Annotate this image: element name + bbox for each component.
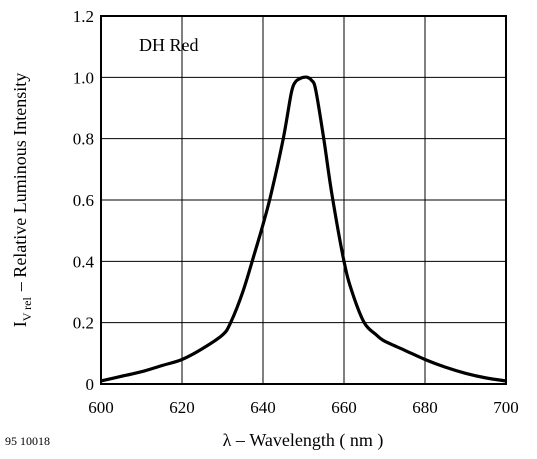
y-tick-label: 0.6 — [73, 191, 94, 210]
x-tick-labels: 600 620 640 660 680 700 — [88, 398, 519, 417]
chart-annotation: DH Red — [139, 35, 199, 55]
plot-frame — [100, 15, 507, 385]
x-tick-label: 700 — [493, 398, 519, 417]
y-tick-label: 0.4 — [73, 252, 95, 271]
y-tick-label: 0 — [86, 375, 95, 394]
x-tick-label: 680 — [412, 398, 438, 417]
series-line — [100, 75, 507, 383]
x-axis-label: λ – Wavelength ( nm ) — [223, 430, 384, 451]
y-tick-label: 0.8 — [73, 130, 94, 149]
y-tick-labels: 0 0.2 0.4 0.6 0.8 1.0 1.2 — [73, 7, 95, 394]
svg-text:IV rel– Relative Luminous Inte: IV rel – Relative Luminous Intensity — [10, 73, 34, 328]
x-tick-label: 660 — [331, 398, 357, 417]
footer-code: 95 10018 — [5, 434, 50, 448]
y-axis-label-main: I — [10, 321, 30, 327]
y-tick-label: 1.2 — [73, 7, 94, 26]
x-tick-label: 640 — [250, 398, 276, 417]
x-tick-label: 600 — [88, 398, 114, 417]
y-tick-label: 0.2 — [73, 314, 94, 333]
x-tick-label: 620 — [169, 398, 195, 417]
y-tick-label: 1.0 — [73, 68, 94, 87]
y-axis-label-sub: V rel — [20, 297, 34, 322]
y-axis-label-rest: – Relative Luminous Intensity — [10, 73, 30, 292]
y-axis-label: IV rel – Relative Luminous Intensity — [10, 73, 34, 328]
grid — [101, 16, 506, 384]
